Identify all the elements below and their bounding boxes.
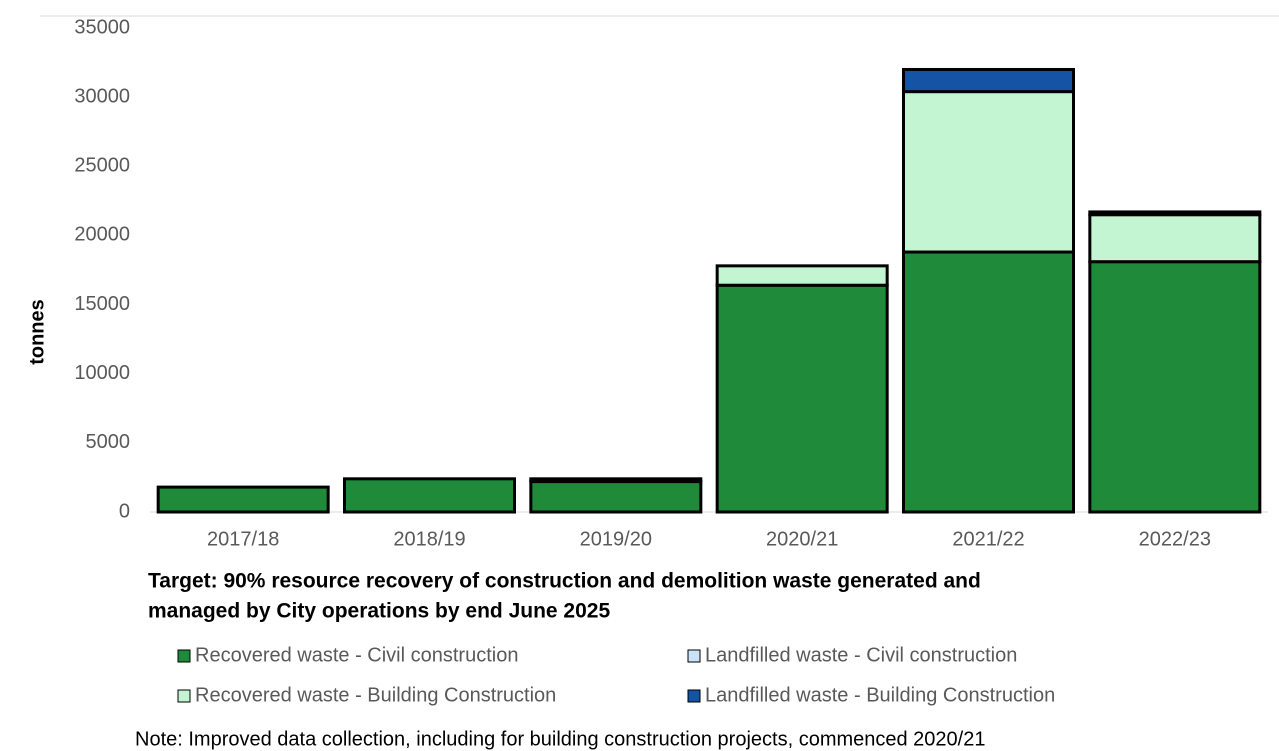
- bar-segment: [902, 67, 1075, 94]
- bar-segment: [1088, 260, 1262, 514]
- x-tick-label: 2022/23: [1139, 528, 1211, 550]
- legend-swatch: [177, 649, 191, 663]
- legend-swatch: [177, 689, 191, 703]
- legend-label: Landfilled waste - Civil construction: [705, 644, 1017, 666]
- legend-label: Landfilled waste - Building Construction: [705, 684, 1055, 706]
- bar-segment: [715, 264, 889, 287]
- y-tick-label: 15000: [74, 293, 130, 315]
- y-tick-label: 5000: [86, 431, 131, 453]
- y-tick-label: 35000: [74, 16, 130, 38]
- bar-segment: [902, 90, 1075, 254]
- y-tick-label: 30000: [74, 85, 130, 107]
- y-tick-label: 0: [119, 500, 130, 522]
- chart-title: managed by City operations by end June 2…: [148, 600, 610, 623]
- x-tick-label: 2019/20: [580, 528, 652, 550]
- x-tick-label: 2020/21: [766, 528, 838, 550]
- x-tick-label: 2021/22: [952, 528, 1024, 550]
- bar-segment: [1088, 210, 1262, 217]
- y-tick-label: 10000: [74, 362, 130, 384]
- chart-title: Target: 90% resource recovery of constru…: [148, 570, 981, 593]
- legend-label: Recovered waste - Building Construction: [195, 684, 556, 706]
- bar-segment: [1088, 213, 1262, 264]
- y-tick-label: 20000: [74, 224, 130, 246]
- bar-segment: [156, 485, 330, 514]
- y-axis-label: tonnes: [26, 299, 48, 365]
- bar-segment: [902, 250, 1075, 514]
- legend-swatch: [687, 689, 701, 703]
- bar-segment: [529, 480, 703, 514]
- note: Note: Improved data collection, includin…: [135, 728, 985, 750]
- x-tick-label: 2017/18: [207, 528, 279, 550]
- legend-label: Recovered waste - Civil construction: [195, 644, 518, 666]
- y-tick-label: 25000: [74, 155, 130, 177]
- bar-segment: [343, 477, 516, 514]
- x-tick-label: 2018/19: [393, 528, 465, 550]
- legend-swatch: [687, 649, 701, 663]
- bar-segment: [715, 283, 889, 514]
- bar-segment: [529, 477, 703, 484]
